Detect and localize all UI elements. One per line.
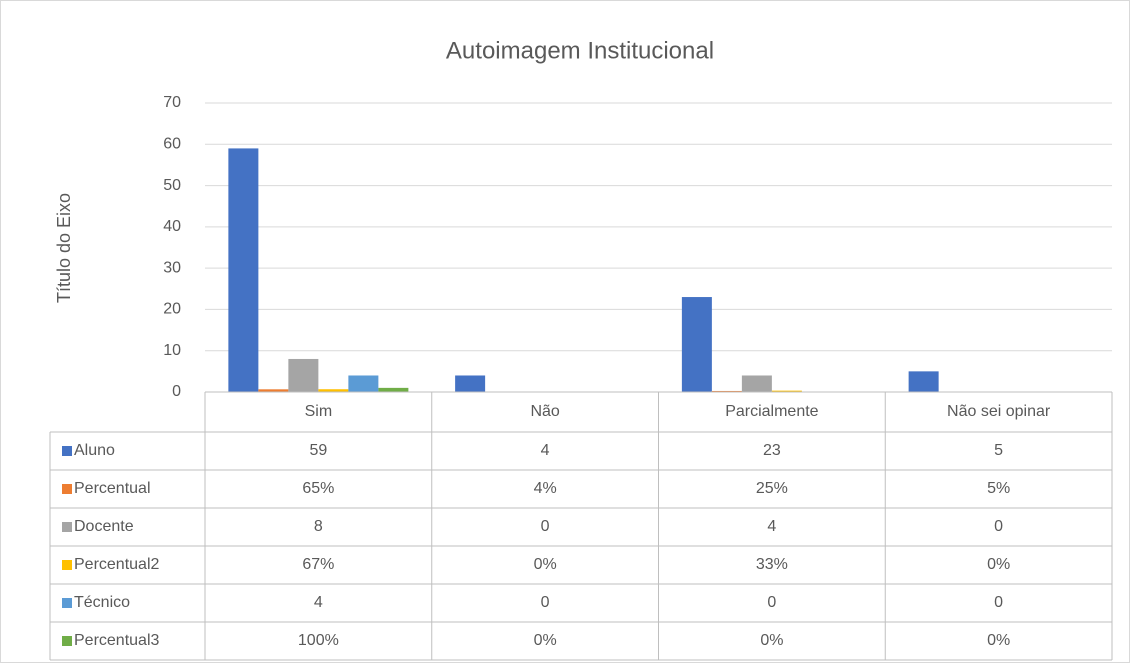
y-tick-label: 40 [163,218,181,235]
table-cell: 0% [534,556,557,573]
legend-key [62,598,72,608]
table-cell: 4 [767,518,776,535]
legend-label: Percentual [74,480,151,497]
legend-key [62,522,72,532]
table-cell: 23 [763,442,781,459]
bar [228,148,258,392]
y-tick-label: 20 [163,301,181,318]
legend-key [62,484,72,494]
table-cell: 4 [541,442,550,459]
table-cell: 25% [756,480,788,497]
table-cell: 100% [298,632,339,649]
bar [909,371,939,392]
table-cell: 33% [756,556,788,573]
y-tick-label: 50 [163,177,181,194]
table-cell: 5% [987,480,1010,497]
table-cell: 8 [314,518,323,535]
legend-key [62,560,72,570]
y-tick-label: 0 [172,383,181,400]
legend-label: Percentual3 [74,632,159,649]
table-cell: 0% [987,556,1010,573]
table-cell: 65% [302,480,334,497]
bar [682,297,712,392]
y-tick-label: 10 [163,342,181,359]
bar [742,375,772,392]
y-tick-label: 70 [163,94,181,111]
x-tick-label: Não [530,403,559,420]
table-cell: 0% [534,632,557,649]
table-cell: 0 [994,594,1003,611]
bar [378,388,408,392]
y-tick-label: 60 [163,136,181,153]
table-cell: 4 [314,594,323,611]
table-cell: 59 [309,442,327,459]
bar [455,375,485,392]
table-cell: 67% [302,556,334,573]
legend-key [62,446,72,456]
table-cell: 0 [541,518,550,535]
table-cell: 0 [994,518,1003,535]
legend-label: Docente [74,518,134,535]
chart-title: Autoimagem Institucional [446,37,714,64]
table-cell: 0% [987,632,1010,649]
table-cell: 0 [767,594,776,611]
bar [348,375,378,392]
y-tick-label: 30 [163,259,181,276]
table-cell: 5 [994,442,1003,459]
table-cell: 0% [760,632,783,649]
legend-label: Percentual2 [74,556,159,573]
x-tick-label: Sim [305,403,333,420]
table-cell: 4% [534,480,557,497]
legend-key [62,636,72,646]
legend-label: Aluno [74,442,115,459]
x-tick-label: Não sei opinar [947,403,1051,420]
legend-label: Técnico [74,594,130,611]
x-tick-label: Parcialmente [725,403,818,420]
bar [288,359,318,392]
table-cell: 0 [541,594,550,611]
y-axis-title: Título do Eixo [54,193,74,303]
